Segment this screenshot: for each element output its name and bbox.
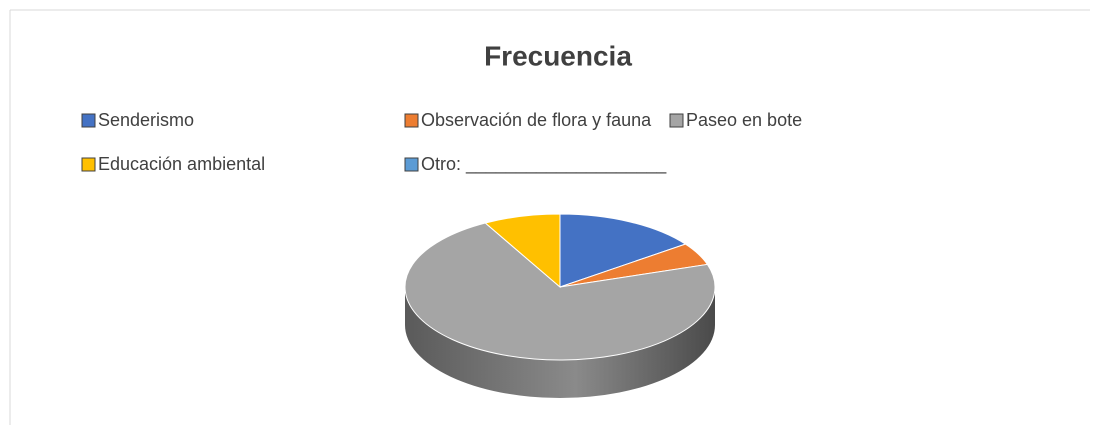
chart-title: Frecuencia xyxy=(484,40,632,71)
legend-label: Observación de flora y fauna xyxy=(421,110,652,130)
pie-side xyxy=(405,287,715,398)
legend-swatch xyxy=(81,113,96,128)
legend-label: Educación ambiental xyxy=(98,154,265,174)
legend-swatch xyxy=(404,113,419,128)
legend-swatch xyxy=(669,113,684,128)
pie-slice xyxy=(484,213,561,289)
legend-label: Paseo en bote xyxy=(686,110,802,130)
legend-swatch xyxy=(81,157,96,172)
legend-swatch xyxy=(404,157,419,172)
legend-label: Senderismo xyxy=(98,110,194,130)
pie-slice xyxy=(559,213,687,288)
pie-slice xyxy=(404,222,716,361)
legend-label: Otro: ____________________ xyxy=(421,154,667,175)
